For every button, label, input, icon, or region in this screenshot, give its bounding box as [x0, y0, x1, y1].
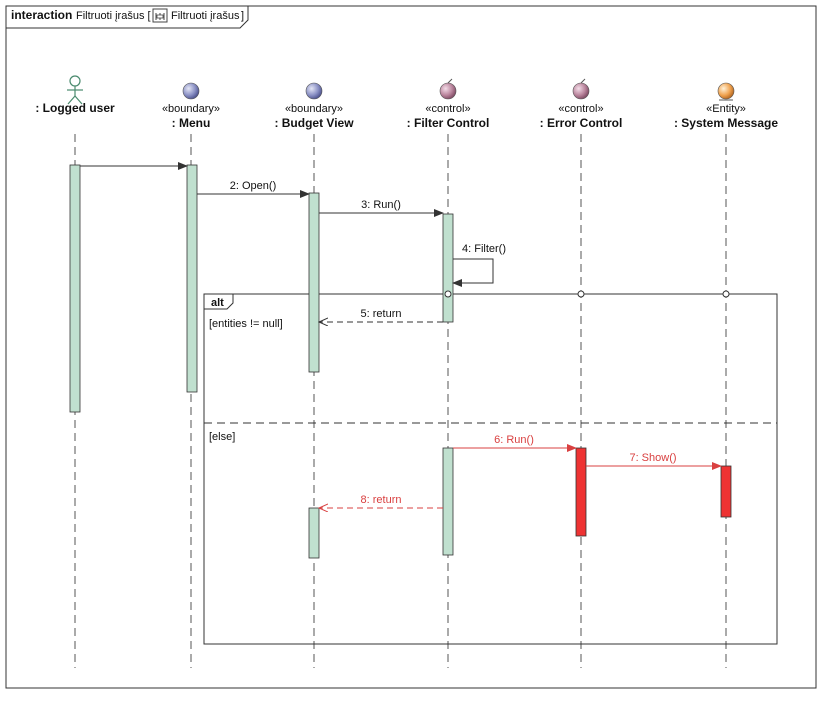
message-label: 4: Filter(): [462, 243, 506, 255]
lifeline-filter-control[interactable]: «control» : Filter Control: [407, 78, 490, 130]
message-4[interactable]: 4: Filter(): [452, 243, 506, 287]
frame-name: Filtruoti įrašus [: [76, 10, 151, 22]
activation-bar-error[interactable]: [720, 465, 732, 518]
lifeline-stereotype: «boundary»: [162, 103, 220, 115]
interaction-use-icon: [152, 8, 168, 23]
message-label: 5: return: [361, 308, 402, 320]
lifeline-menu[interactable]: «boundary» : Menu: [162, 82, 220, 130]
message-label: 3: Run(): [361, 199, 401, 211]
message-label: 6: Run(): [494, 434, 534, 446]
activation-bar[interactable]: [308, 507, 320, 559]
activation-bar-error[interactable]: [575, 447, 587, 537]
activation-bar[interactable]: [69, 164, 81, 413]
lifeline-name: : Error Control: [540, 116, 623, 130]
lifeline-name: : Budget View: [274, 116, 354, 130]
message-arrow[interactable]: [452, 258, 494, 287]
interaction-frame: interaction Filtruoti įrašus [ Filtruoti…: [5, 5, 817, 689]
alt-fragment: alt [entities != null] [else]: [203, 293, 778, 645]
fragment-markers: [444, 290, 730, 298]
message-8[interactable]: 8: return: [319, 494, 443, 508]
frame-keyword: interaction: [11, 8, 72, 22]
lifeline-name: : Menu: [172, 116, 211, 130]
lifeline-logged-user[interactable]: : Logged user: [35, 75, 115, 115]
lifeline-stereotype: «boundary»: [285, 103, 343, 115]
lifeline-budget-view[interactable]: «boundary» : Budget View: [274, 82, 354, 130]
lifeline-name: : Filter Control: [407, 116, 490, 130]
activations: [69, 164, 732, 559]
alt-guard-1: [entities != null]: [209, 318, 283, 330]
message-5[interactable]: 5: return: [319, 308, 443, 322]
message-2[interactable]: 2: Open(): [197, 180, 310, 198]
message-label: 8: return: [361, 494, 402, 506]
lifeline-name: : System Message: [674, 116, 778, 130]
actor-icon: [67, 75, 83, 105]
lifeline-error-control[interactable]: «control» : Error Control: [540, 78, 623, 130]
boundary-icon: [182, 82, 200, 100]
lifeline-stereotype: «Entity»: [706, 103, 746, 115]
activation-bar[interactable]: [442, 447, 454, 556]
activation-bar[interactable]: [186, 164, 198, 393]
message-label: 7: Show(): [629, 452, 676, 464]
frame-ref-name: Filtruoti įrašus: [171, 10, 240, 22]
entity-icon: [717, 82, 735, 101]
alt-guard-2: [else]: [209, 431, 235, 443]
frame-close: ]: [241, 10, 244, 22]
activation-bar[interactable]: [308, 192, 320, 373]
lifeline-stereotype: «control»: [425, 103, 470, 115]
control-icon: [439, 78, 457, 100]
alt-operator: alt: [211, 297, 224, 309]
message-6[interactable]: 6: Run(): [453, 434, 577, 452]
message-7[interactable]: 7: Show(): [586, 452, 722, 470]
boundary-icon: [305, 82, 323, 100]
lifeline-name: : Logged user: [35, 101, 115, 115]
control-icon: [572, 78, 590, 100]
message-3[interactable]: 3: Run(): [319, 199, 444, 217]
activation-bar[interactable]: [442, 213, 454, 323]
message-label: 2: Open(): [230, 180, 276, 192]
lifeline-stereotype: «control»: [558, 103, 603, 115]
lifeline-system-message[interactable]: «Entity» : System Message: [674, 82, 778, 130]
